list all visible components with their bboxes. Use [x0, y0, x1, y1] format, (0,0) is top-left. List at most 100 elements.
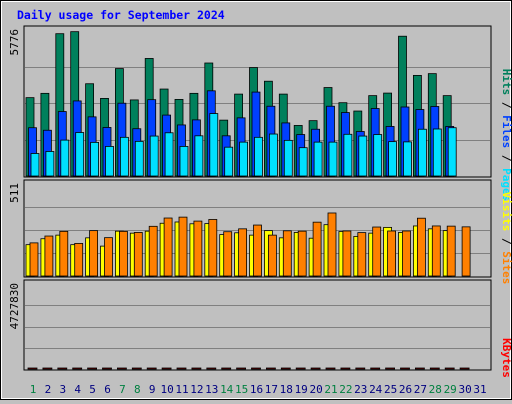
bottom-axis-max-label: 4727830: [8, 283, 21, 329]
day-label: 24: [369, 383, 383, 396]
bar-sites: [223, 231, 233, 277]
day-label: 29: [444, 383, 457, 396]
bar-pages: [45, 151, 55, 177]
bar-sites: [297, 230, 307, 277]
bar-pages: [254, 136, 263, 177]
bar-sites: [267, 234, 277, 277]
day-label: 1: [30, 383, 37, 396]
bar-sites: [89, 230, 98, 277]
bar-kbytes: [295, 367, 306, 370]
bar-sites: [372, 226, 382, 277]
day-label: 28: [429, 383, 442, 396]
day-label: 6: [104, 383, 111, 396]
bar-kbytes: [131, 367, 142, 370]
bar-kbytes: [87, 367, 97, 370]
middle-axis-max-label: 511: [8, 183, 21, 203]
day-label: 12: [190, 383, 203, 396]
bar-pages: [283, 139, 293, 177]
day-label: 4: [74, 383, 81, 396]
day-label: 13: [205, 383, 218, 396]
bar-kbytes: [206, 367, 217, 370]
bar-sites: [238, 228, 248, 277]
bar-kbytes: [265, 367, 276, 370]
day-label: 23: [354, 383, 367, 396]
bar-sites: [119, 230, 128, 277]
day-label: 22: [339, 383, 352, 396]
day-label: 8: [134, 383, 141, 396]
bar-sites: [133, 232, 143, 277]
legend-separator: /: [500, 231, 512, 251]
panel-bottom: [23, 279, 492, 371]
bar-pages: [75, 132, 85, 177]
bars: [25, 31, 471, 370]
bar-pages: [120, 136, 129, 177]
bar-kbytes: [414, 367, 425, 370]
bar-kbytes: [102, 367, 112, 370]
bar-kbytes: [176, 367, 187, 370]
legend-visits: Visits: [500, 192, 512, 232]
bar-pages: [105, 146, 114, 177]
bar-sites: [178, 216, 188, 277]
day-label: 2: [45, 383, 52, 396]
bar-kbytes: [191, 367, 202, 370]
bar-kbytes: [146, 367, 157, 370]
bar-pages: [358, 135, 368, 177]
legend-hits: Hits: [500, 69, 512, 96]
bar-sites: [402, 230, 411, 277]
bar-pages: [194, 135, 204, 177]
legend-kbytes: KBytes: [500, 338, 512, 378]
day-label: 9: [149, 383, 156, 396]
bar-sites: [357, 232, 367, 277]
bar-sites: [416, 217, 426, 277]
bar-pages: [60, 139, 70, 177]
day-label: 21: [324, 383, 337, 396]
bar-kbytes: [385, 367, 396, 370]
bar-pages: [209, 113, 219, 177]
bar-kbytes: [325, 367, 336, 370]
bar-kbytes: [444, 367, 455, 370]
bar-pages: [224, 146, 234, 177]
bar-sites: [327, 212, 337, 277]
bar-pages: [313, 141, 323, 177]
bar-sites: [208, 219, 218, 277]
bar-pages: [134, 140, 144, 177]
bar-sites: [44, 235, 54, 277]
bar-kbytes: [42, 367, 53, 370]
bar-sites: [193, 220, 203, 277]
day-label: 20: [309, 383, 322, 396]
day-labels: 1 2 3 4 5 6 7 8 9 10 11 12 13 14 15 16 17 18 19 20 21 22 23 24 2…: [30, 383, 487, 396]
legend-middle: Visits / Sites: [500, 192, 512, 285]
bar-pages: [328, 141, 338, 177]
day-label: 27: [414, 383, 427, 396]
top-axis-max-label: 5776: [8, 29, 21, 56]
bar-sites: [104, 237, 113, 277]
bar-sites: [446, 225, 456, 277]
bar-sites: [29, 242, 39, 277]
day-label: 16: [250, 383, 263, 396]
legend-separator: /: [500, 148, 512, 168]
bar-kbytes: [251, 367, 261, 370]
bar-kbytes: [370, 367, 381, 370]
bar-kbytes: [221, 367, 232, 370]
day-label: 26: [399, 383, 412, 396]
bar-sites: [163, 217, 173, 277]
bar-pages: [432, 128, 442, 177]
day-label: 10: [160, 383, 173, 396]
bar-sites: [387, 230, 397, 277]
bar-kbytes: [400, 367, 410, 370]
bar-sites: [282, 230, 292, 277]
bar-pages: [298, 147, 308, 177]
day-label: 31: [473, 383, 486, 396]
bar-pages: [403, 141, 412, 177]
bar-sites: [461, 226, 471, 277]
bar-pages: [179, 146, 189, 177]
bar-sites: [431, 225, 441, 277]
bar-kbytes: [236, 367, 247, 370]
bar-sites: [59, 230, 69, 277]
day-label: 5: [89, 383, 96, 396]
bar-kbytes: [310, 367, 321, 370]
day-label: 18: [280, 383, 293, 396]
